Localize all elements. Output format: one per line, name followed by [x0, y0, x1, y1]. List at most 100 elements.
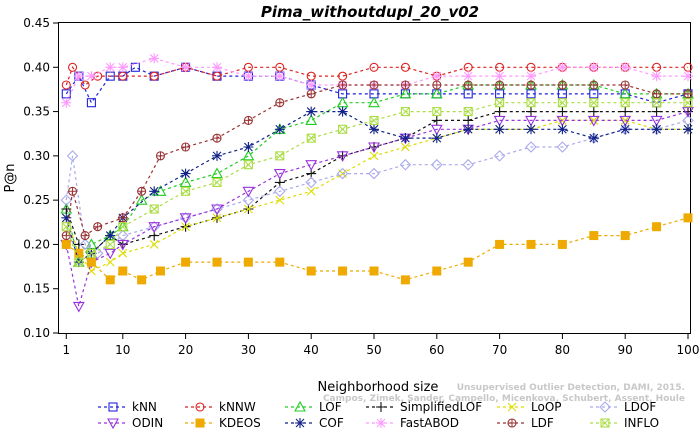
- legend-label-simplifiedlof: SimplifiedLOF: [400, 400, 482, 414]
- point-odin-19: [587, 115, 600, 127]
- point-cof-18: [557, 124, 568, 135]
- point-ldf-9: [243, 115, 253, 125]
- watermark-line-1: Unsupervised Outlier Detection, DAMI, 20…: [457, 383, 685, 393]
- point-inflo-1: [74, 257, 84, 267]
- point-fastabod-9: [274, 71, 285, 82]
- point-cof-21: [651, 124, 662, 135]
- point-cof-3: [105, 230, 116, 241]
- point-loop-12: [369, 151, 379, 161]
- point-fastabod-8: [243, 71, 254, 82]
- legend-item-loop: LoOP: [497, 400, 562, 414]
- point-odin-7: [211, 204, 223, 216]
- x-tick-label-1: 10: [115, 343, 130, 357]
- point-kdeos-19: [557, 239, 567, 249]
- point-ldof-0: [60, 194, 73, 206]
- point-ldf-22: [652, 89, 662, 99]
- point-inflo-19: [589, 98, 599, 108]
- point-odin-10: [305, 160, 318, 171]
- point-ldf-18: [526, 80, 536, 90]
- point-odin-18: [556, 115, 569, 127]
- legend-label-knnw: kNNW: [219, 400, 256, 414]
- point-knnw-13: [400, 62, 410, 72]
- point-cof-15: [463, 124, 474, 135]
- point-loop-13: [401, 142, 410, 152]
- point-simplifiedlof-17: [526, 106, 536, 117]
- legend-marker-lof: [294, 400, 306, 412]
- point-fastabod-3: [105, 62, 116, 73]
- legend-marker-cof: [295, 418, 305, 428]
- point-odin-6: [179, 213, 192, 224]
- point-knn-18: [526, 89, 536, 99]
- point-ldf-12: [338, 80, 348, 90]
- point-simplifiedlof-19: [588, 106, 599, 117]
- point-ldof-10: [305, 176, 317, 189]
- watermark: Unsupervised Outlier Detection, DAMI, 20…: [323, 383, 685, 404]
- point-odin-20: [619, 115, 632, 127]
- x-tick-label-10: 100: [677, 343, 699, 357]
- point-ldof-14: [431, 158, 443, 171]
- series-line-kdeos: [65, 217, 689, 281]
- point-simplifiedlof-16: [494, 106, 505, 117]
- point-ldf-2: [80, 231, 90, 241]
- y-axis-label: P@n: [3, 163, 18, 192]
- legend-label-odin: ODIN: [132, 416, 163, 430]
- point-knn-17: [495, 89, 505, 99]
- point-knn-5: [130, 62, 140, 72]
- legend-item-cof: COF: [285, 416, 344, 430]
- point-ldf-1: [68, 186, 78, 196]
- point-odin-21: [650, 115, 663, 127]
- y-tick-label-4: 0.30: [23, 149, 50, 163]
- point-inflo-3: [105, 239, 115, 249]
- legend-item-ldof: LDOF: [590, 400, 656, 414]
- point-kdeos-10: [275, 257, 285, 267]
- point-odin-5: [148, 222, 161, 233]
- point-fastabod-17: [526, 71, 536, 82]
- point-ldf-15: [432, 80, 442, 90]
- point-odin-9: [273, 169, 286, 180]
- point-cof-13: [400, 133, 411, 144]
- legend-item-kdeos: KDEOS: [185, 416, 261, 430]
- point-simplifiedlof-15: [463, 115, 474, 126]
- point-kdeos-7: [181, 257, 191, 267]
- point-fastabod-5: [149, 53, 160, 64]
- x-tick-label-7: 70: [492, 343, 507, 357]
- y-tick-label-6: 0.40: [23, 60, 50, 74]
- x-axis: 1 10 20 30 40 50 60 70 80 90 100: [62, 334, 699, 357]
- point-kdeos-14: [400, 275, 410, 285]
- series-layer: [60, 53, 694, 313]
- point-odin-17: [525, 115, 537, 127]
- point-ldf-8: [212, 133, 222, 143]
- point-inflo-11: [338, 124, 348, 134]
- point-cof-9: [274, 124, 285, 135]
- point-ldf-19: [557, 80, 567, 90]
- point-odin-4: [116, 239, 129, 251]
- point-kdeos-5: [137, 275, 147, 285]
- point-loop-20: [620, 116, 630, 125]
- point-fastabod-21: [651, 71, 662, 82]
- legend-item-ldf: LDF: [497, 416, 554, 430]
- series-line-knnw: [65, 66, 688, 86]
- point-ldof-16: [493, 150, 506, 162]
- point-cof-12: [369, 124, 379, 135]
- point-fastabod-22: [683, 71, 693, 82]
- series-kdeos: [61, 213, 693, 285]
- point-loop-7: [212, 213, 222, 223]
- y-axis: 0.10 0.15 0.20 0.25 0.30 0.35 0.40 0.45: [23, 16, 58, 340]
- point-inflo-6: [181, 186, 191, 196]
- point-cof-5: [149, 186, 160, 197]
- point-inflo-2: [86, 248, 96, 258]
- point-fastabod-19: [588, 62, 599, 73]
- point-cof-20: [620, 124, 631, 135]
- legend-label-knn: kNN: [132, 400, 157, 414]
- y-tick-label-3: 0.25: [23, 193, 50, 207]
- x-tick-label-3: 30: [241, 343, 256, 357]
- point-simplifiedlof-14: [431, 115, 442, 126]
- point-inflo-22: [683, 98, 693, 108]
- point-fastabod-2: [86, 71, 97, 82]
- legend-marker-ldof: [599, 401, 611, 413]
- point-inflo-10: [306, 133, 316, 143]
- point-kdeos-6: [155, 266, 165, 276]
- point-odin-12: [368, 142, 380, 154]
- point-inflo-8: [243, 160, 253, 170]
